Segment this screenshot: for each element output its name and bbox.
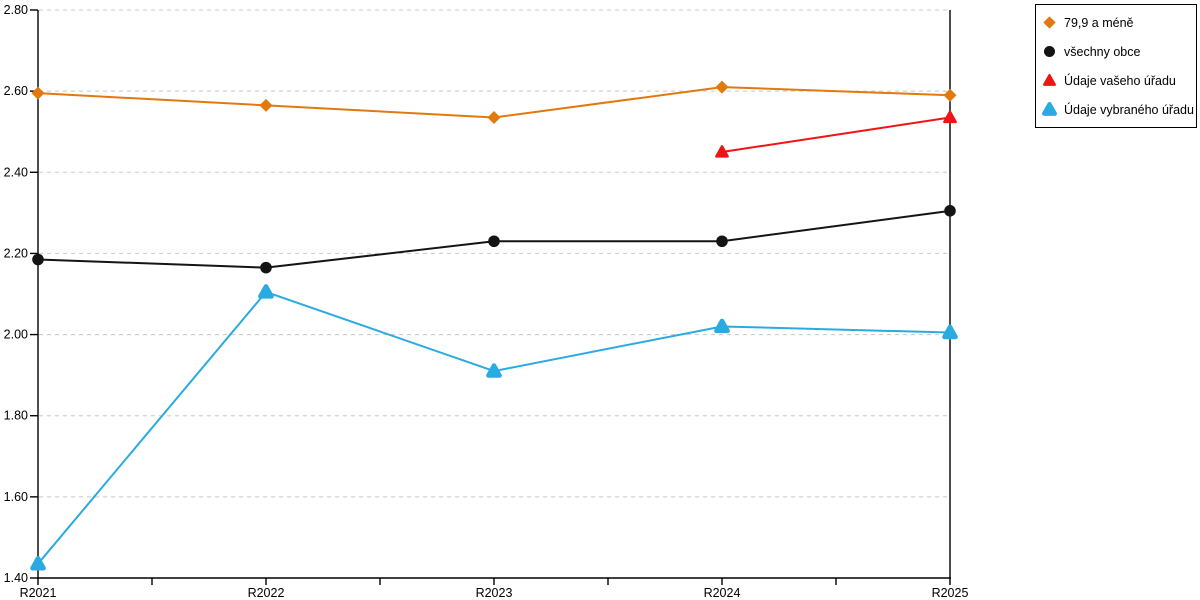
- series-line-2: [721, 116, 951, 153]
- triangle-rounded-marker: [258, 284, 274, 299]
- circle-icon: [1043, 45, 1056, 58]
- x-tick-label: R2024: [704, 586, 741, 600]
- x-tick-label: R2025: [932, 586, 969, 600]
- y-tick-label: 1.60: [4, 490, 28, 504]
- triangle-rounded-marker: [714, 318, 730, 334]
- diamond-marker: [715, 80, 729, 94]
- x-tick-label: R2022: [248, 586, 285, 600]
- x-tick-label: R2023: [476, 586, 513, 600]
- diamond-marker: [487, 111, 501, 125]
- y-tick-label: 1.40: [4, 571, 28, 585]
- y-tick-label: 2.00: [4, 328, 28, 342]
- legend-item-udaje-vybraneho-uradu: Údaje vybraného úřadu: [1042, 95, 1194, 124]
- triangle-up-icon: [1042, 73, 1057, 86]
- circle-marker: [716, 235, 728, 248]
- triangle-rounded-marker: [486, 363, 502, 378]
- legend-item-udaje-vaseho-uradu: Údaje vašeho úřadu: [1042, 66, 1190, 95]
- triangle-rounded-marker: [1042, 102, 1057, 116]
- legend-label: Údaje vybraného úřadu: [1064, 102, 1194, 117]
- y-tick-label: 2.80: [4, 3, 28, 17]
- legend: 79,9 a méně všechny obce Údaje vašeho úř…: [1035, 4, 1197, 128]
- circle-marker: [260, 261, 272, 274]
- series-line-3: [37, 290, 951, 565]
- legend-label: 79,9 a méně: [1064, 15, 1134, 30]
- legend-item-79-9-a-mene: 79,9 a méně: [1042, 8, 1190, 37]
- x-tick-label: R2021: [20, 586, 57, 600]
- diamond-marker: [259, 98, 273, 112]
- y-tick-label: 2.20: [4, 246, 28, 260]
- triangle-marker: [1042, 73, 1057, 86]
- diamond-marker: [31, 86, 45, 100]
- diamond-icon: [1043, 16, 1056, 29]
- diamond-marker: [1043, 16, 1056, 29]
- triangle-marker: [715, 145, 729, 158]
- y-tick-label: 2.40: [4, 165, 28, 179]
- legend-item-vsechny-obce: všechny obce: [1042, 37, 1190, 66]
- y-tick-label: 2.60: [4, 84, 28, 98]
- triangle-marker: [943, 110, 957, 124]
- triangle-rounded-marker: [30, 555, 46, 571]
- circle-marker: [944, 205, 956, 217]
- diamond-marker: [943, 88, 957, 102]
- triangle-rounded-marker: [942, 324, 958, 340]
- circle-marker: [1043, 45, 1056, 58]
- circle-marker: [32, 253, 44, 266]
- circle-marker: [488, 235, 500, 248]
- y-tick-label: 1.80: [4, 409, 28, 423]
- legend-label: všechny obce: [1064, 44, 1141, 59]
- legend-label: Údaje vašeho úřadu: [1064, 73, 1176, 88]
- triangle-up-rounded-icon: [1042, 102, 1057, 116]
